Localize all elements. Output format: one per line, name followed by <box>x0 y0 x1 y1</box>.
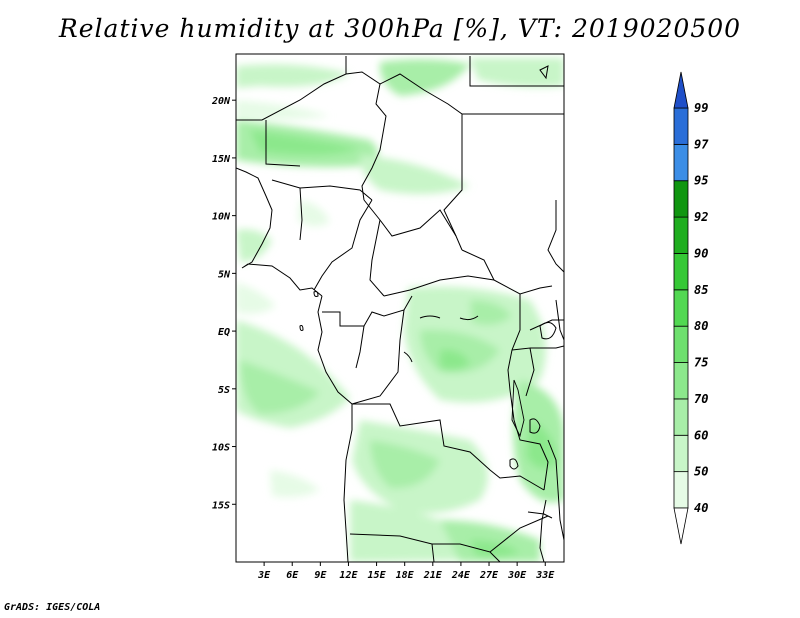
grads-credit: GrADS: IGES/COLA <box>4 602 101 613</box>
lon-tick-label: 24E <box>451 570 471 581</box>
colorbar-level-label: 97 <box>694 137 709 151</box>
lat-tick-label: 15S <box>212 500 230 511</box>
humidity-shading <box>236 58 564 562</box>
lat-tick-label: 20N <box>211 96 231 107</box>
longitude-axis: 3E 6E 9E 12E 15E 18E 21E 24E 27E 30E 33E <box>257 562 555 581</box>
colorbar-level-label: 75 <box>694 356 708 370</box>
colorbar-level-label: 95 <box>694 174 708 188</box>
map-frame <box>235 53 565 563</box>
colorbar-level-label: 60 <box>694 428 708 442</box>
colorbar-segment <box>673 180 689 218</box>
colorbar-level-label: 70 <box>694 392 708 406</box>
colorbar-level-label: 85 <box>694 283 708 297</box>
lat-tick-label: 5N <box>218 269 231 280</box>
lon-tick-label: 21E <box>423 570 443 581</box>
lat-tick-label: 10S <box>212 443 230 454</box>
lon-tick-label: 18E <box>396 570 415 581</box>
colorbar-segment <box>673 325 689 363</box>
colorbar-segment <box>673 107 689 145</box>
lon-tick-label: 3E <box>257 570 271 581</box>
colorbar-level-label: 90 <box>694 246 708 260</box>
lon-tick-label: 12E <box>339 570 358 581</box>
lon-tick-label: 30E <box>507 570 527 581</box>
plot-title: Relative humidity at 300hPa [%], VT: 201… <box>58 14 742 43</box>
colorbar-level-label: 80 <box>694 319 708 333</box>
colorbar-level-label: 50 <box>694 465 708 479</box>
lat-tick-label: 5S <box>218 385 230 396</box>
colorbar-segment <box>673 253 689 291</box>
colorbar-level-label: 40 <box>694 501 708 515</box>
colorbar: 40 50 60 70 75 80 85 90 92 95 97 99 <box>673 71 709 545</box>
colorbar-segment <box>673 216 689 254</box>
lat-tick-label: EQ <box>218 327 230 338</box>
latitude-axis: 20N 15N 10N 5N EQ 5S 10S 15S <box>211 96 236 511</box>
lat-tick-label: 15N <box>212 154 231 165</box>
colorbar-level-label: 92 <box>694 210 708 224</box>
lon-tick-label: 9E <box>314 570 327 581</box>
country-borders <box>236 56 564 562</box>
lon-tick-label: 27E <box>479 570 499 581</box>
lon-tick-label: 15E <box>368 570 387 581</box>
colorbar-segment <box>673 398 689 436</box>
colorbar-segment <box>673 143 689 182</box>
colorbar-segment <box>673 434 689 473</box>
lon-tick-label: 6E <box>286 570 299 581</box>
colorbar-min-triangle <box>673 507 689 545</box>
colorbar-segment <box>673 471 689 509</box>
colorbar-segment <box>673 362 689 400</box>
colorbar-level-label: 99 <box>694 101 708 115</box>
lat-tick-label: 10N <box>212 212 231 223</box>
colorbar-segment <box>673 289 689 327</box>
colorbar-max-triangle <box>673 71 689 109</box>
lon-tick-label: 33E <box>535 570 555 581</box>
